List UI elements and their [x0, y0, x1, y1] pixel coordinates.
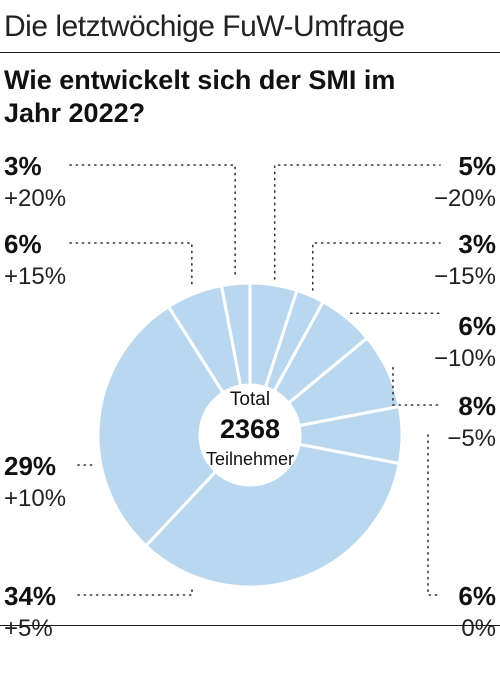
percent-label-2: 6%	[458, 311, 496, 341]
chart-title: Wie entwickelt sich der SMI im Jahr 2022…	[4, 65, 396, 128]
category-label-3: −5%	[447, 425, 496, 452]
center-label-top: Total	[230, 389, 270, 410]
pie-slice-6	[96, 304, 226, 548]
leader-line-0	[273, 164, 441, 280]
category-label-2: −10%	[434, 345, 496, 372]
leader-line-3	[392, 366, 441, 406]
category-label-1: −15%	[434, 263, 496, 290]
category-label-0: −20%	[434, 185, 496, 212]
bottom-rule	[0, 625, 500, 626]
category-label-4: 0%	[461, 615, 496, 642]
leader-line-1	[311, 242, 441, 291]
category-label-6: +10%	[4, 485, 66, 512]
percent-label-6: 29%	[4, 451, 56, 481]
percent-label-3: 8%	[458, 391, 496, 421]
top-rule	[0, 52, 500, 53]
percent-label-1: 3%	[458, 229, 496, 259]
center-total: 2368	[220, 414, 280, 444]
category-label-8: +20%	[4, 185, 66, 212]
leader-line-5	[77, 584, 193, 596]
header-title: Die letztwöchige FuW-Umfrage	[4, 10, 405, 43]
category-label-5: +5%	[4, 615, 53, 642]
center-label-bottom: Teilnehmer	[206, 449, 294, 469]
percent-label-7: 6%	[4, 229, 42, 259]
percent-label-8: 3%	[4, 151, 42, 181]
leader-line-4	[427, 434, 441, 596]
category-label-7: +15%	[4, 263, 66, 290]
leader-line-8	[69, 164, 236, 279]
percent-label-0: 5%	[458, 151, 496, 181]
percent-label-5: 34%	[4, 581, 56, 611]
pie-slice-8	[219, 281, 252, 388]
leader-line-7	[69, 242, 193, 289]
percent-label-4: 6%	[458, 581, 496, 611]
